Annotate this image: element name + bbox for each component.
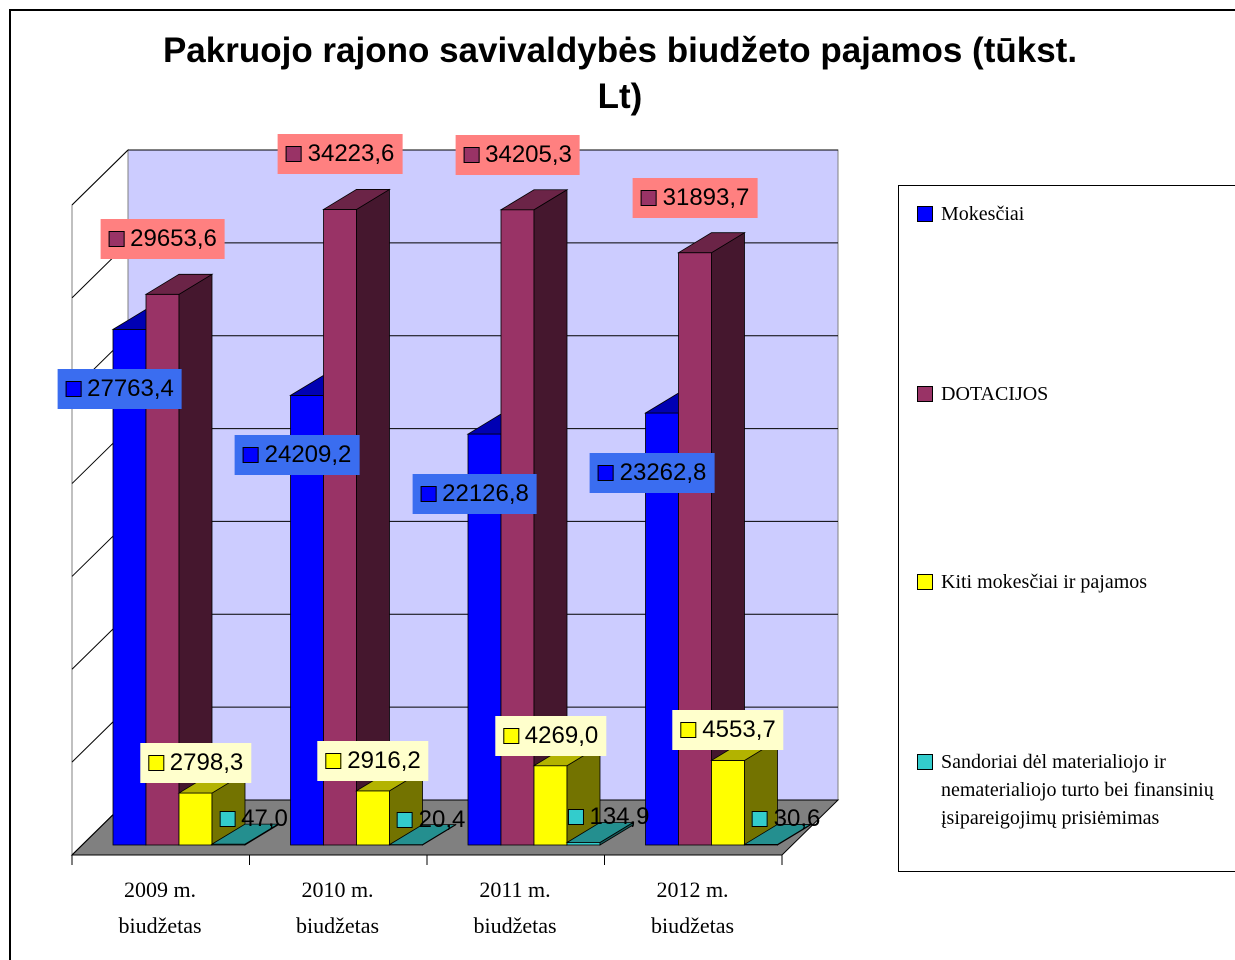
label-swatch bbox=[285, 146, 302, 163]
legend-swatch bbox=[917, 206, 933, 222]
label-swatch bbox=[396, 811, 413, 828]
value-label: 30,6 bbox=[773, 805, 821, 833]
label-swatch bbox=[325, 752, 342, 769]
chart-title: Pakruojo rajono savivaldybės biudžeto pa… bbox=[162, 31, 1078, 116]
data-label: 4269,0 bbox=[494, 715, 607, 756]
bar-front bbox=[178, 792, 213, 846]
bar-top bbox=[144, 273, 214, 295]
bar-top bbox=[743, 824, 812, 845]
value-label: 27763,4 bbox=[87, 375, 174, 403]
data-label: 31893,7 bbox=[632, 177, 758, 218]
label-swatch bbox=[680, 722, 697, 739]
legend-item: Mokesčiai bbox=[917, 200, 1235, 228]
label-swatch bbox=[147, 755, 164, 772]
label-swatch bbox=[567, 809, 584, 826]
legend: Mokesčiai DOTACIJOS Kiti mokesčiai ir paja… bbox=[898, 185, 1235, 872]
value-label: 4553,7 bbox=[702, 716, 776, 744]
value-label: 31893,7 bbox=[662, 183, 750, 211]
data-label: 34205,3 bbox=[455, 134, 580, 175]
x-tick-label: 2009 m. biudžetas bbox=[118, 877, 202, 938]
label-swatch bbox=[219, 811, 236, 828]
data-label: 23262,8 bbox=[589, 452, 715, 493]
value-label: 23262,8 bbox=[619, 458, 707, 486]
label-swatch bbox=[597, 464, 614, 481]
legend-label: Mokesčiai bbox=[941, 203, 1025, 225]
x-tick-label: 2010 m. biudžetas bbox=[295, 877, 380, 938]
bar-top bbox=[677, 232, 746, 254]
value-label: 47,0 bbox=[241, 805, 288, 833]
data-label: 2916,2 bbox=[317, 740, 429, 781]
value-label: 29653,6 bbox=[130, 225, 217, 253]
data-label: 30,6 bbox=[744, 799, 829, 839]
chart-border bbox=[9, 9, 1235, 960]
label-swatch bbox=[108, 231, 125, 248]
value-label: 4269,0 bbox=[524, 721, 599, 749]
data-label: 134,9 bbox=[559, 797, 657, 837]
data-label: 34223,6 bbox=[277, 134, 403, 175]
bar-front bbox=[678, 252, 712, 846]
data-label: 2798,3 bbox=[139, 743, 252, 784]
x-tick-label: 2011 m. biudžetas bbox=[473, 877, 557, 938]
legend-swatch bbox=[917, 386, 933, 402]
value-label: 20,4 bbox=[418, 805, 466, 833]
label-swatch bbox=[640, 189, 657, 206]
bar-top bbox=[322, 189, 391, 210]
data-label: 20,4 bbox=[389, 800, 474, 840]
data-label: 29653,6 bbox=[100, 219, 225, 260]
value-label: 34205,3 bbox=[485, 140, 572, 168]
data-label: 4553,7 bbox=[672, 710, 784, 751]
legend-label: Sandoriai dėl materialiojo ir nematerial… bbox=[941, 751, 1214, 829]
value-label: 24209,2 bbox=[264, 441, 352, 469]
value-label: 34223,6 bbox=[307, 140, 395, 168]
data-label: 22126,8 bbox=[412, 474, 537, 515]
data-label: 27763,4 bbox=[57, 369, 182, 410]
legend-label: Kiti mokesčiai ir pajamos bbox=[941, 571, 1148, 593]
legend-item: Sandoriai dėl materialiojo ir nematerial… bbox=[917, 748, 1235, 832]
legend-item: Kiti mokesčiai ir pajamos bbox=[917, 568, 1235, 596]
data-label: 47,0 bbox=[211, 799, 296, 839]
label-swatch bbox=[420, 486, 437, 503]
bar-top bbox=[210, 823, 280, 845]
legend-item: DOTACIJOS bbox=[917, 380, 1235, 408]
bar-top bbox=[565, 822, 635, 843]
legend-label: DOTACIJOS bbox=[941, 383, 1049, 405]
legend-swatch bbox=[917, 754, 933, 770]
label-swatch bbox=[65, 381, 82, 398]
label-swatch bbox=[463, 146, 480, 163]
bar-front bbox=[323, 209, 357, 846]
bar-front bbox=[356, 790, 390, 846]
bar-top bbox=[499, 189, 569, 211]
bar-front bbox=[711, 760, 745, 846]
label-swatch bbox=[242, 447, 259, 464]
grid-line bbox=[71, 149, 129, 206]
legend-swatch bbox=[917, 574, 933, 590]
value-label: 2798,3 bbox=[169, 749, 244, 777]
data-label: 24209,2 bbox=[234, 435, 360, 476]
value-label: 22126,8 bbox=[442, 480, 529, 508]
label-swatch bbox=[751, 811, 768, 828]
label-swatch bbox=[502, 727, 519, 744]
x-tick-label: 2012 m. biudžetas bbox=[650, 877, 735, 938]
value-label: 134,9 bbox=[589, 803, 650, 831]
value-label: 2916,2 bbox=[347, 746, 421, 774]
bar-top bbox=[388, 824, 457, 846]
